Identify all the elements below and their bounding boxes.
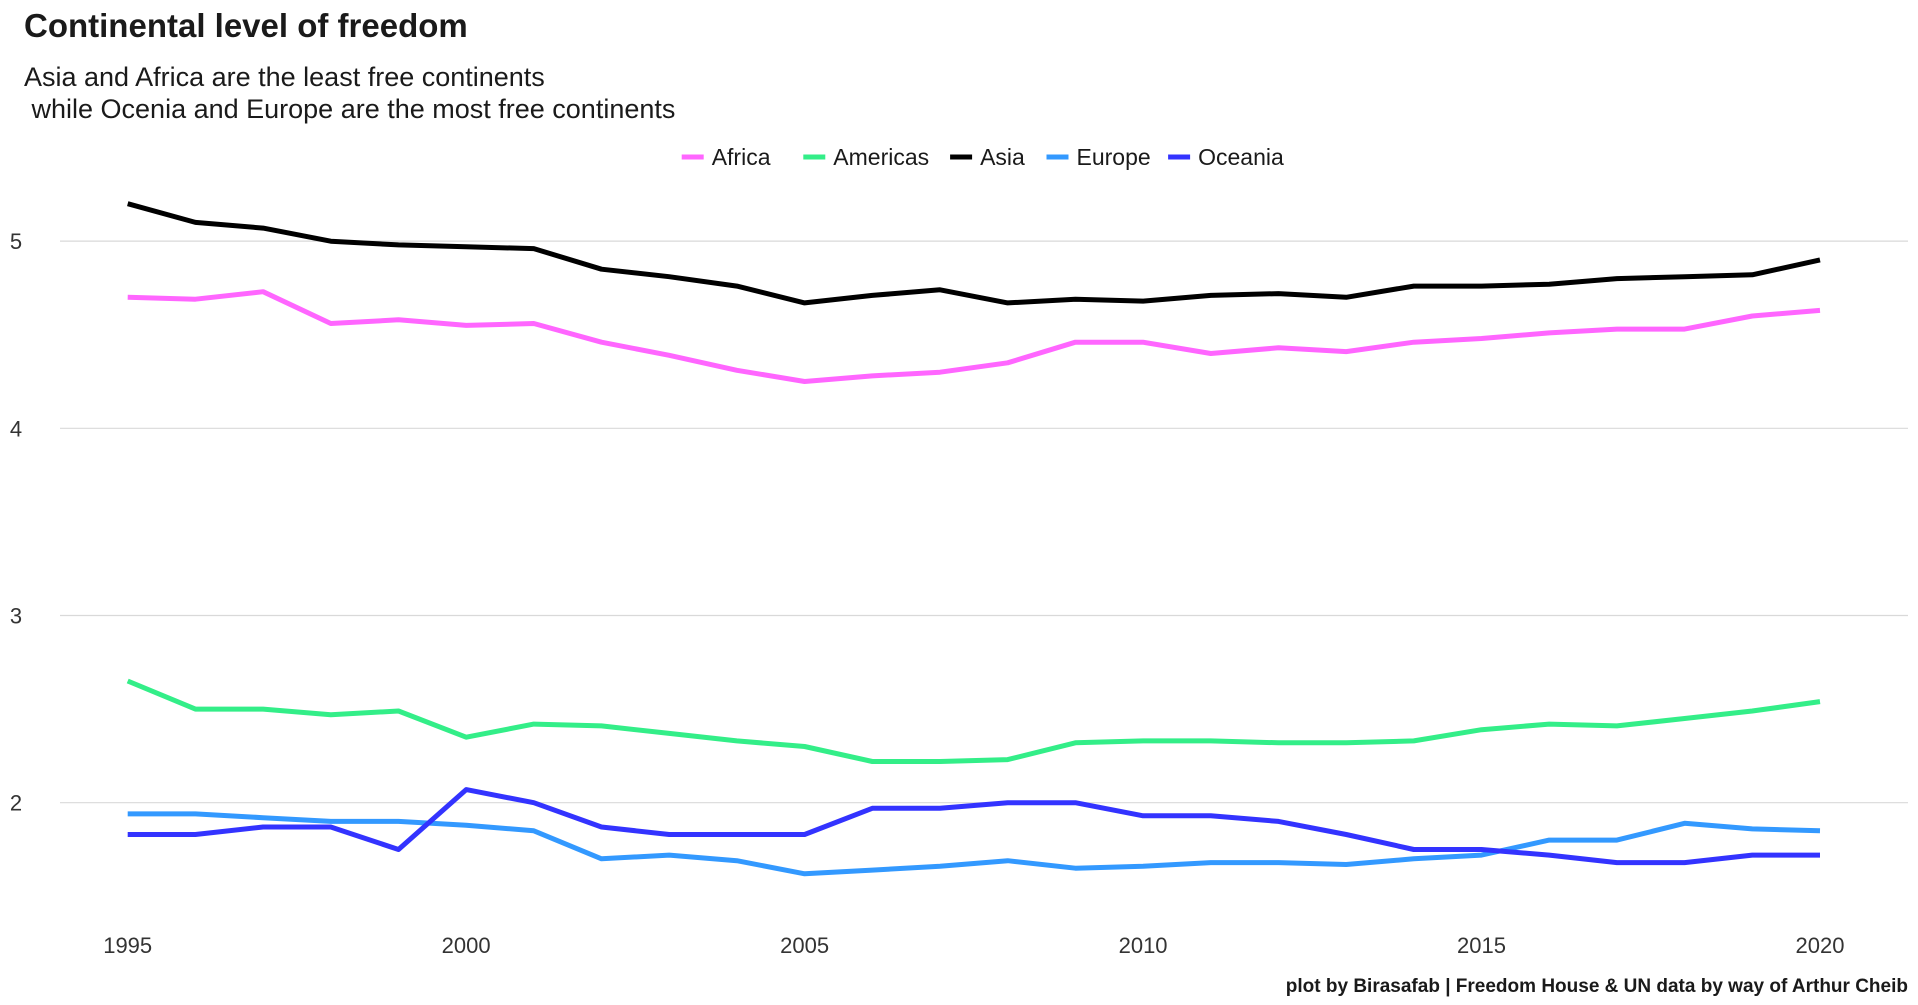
legend-label-africa: Africa [712,144,771,170]
series-line-africa [127,289,1821,384]
chart-title: Continental level of freedom [24,7,468,44]
chart-caption: plot by Birasafab | Freedom House & UN d… [1286,976,1908,997]
series-line-americas [126,678,1821,764]
x-tick-label: 2010 [1119,933,1168,958]
y-tick-label: 4 [10,416,22,441]
legend-label-americas: Americas [833,144,929,170]
x-axis-tick-labels: 1995 2000 2005 2010 2015 2020 [103,933,1844,958]
series-lines [126,201,1821,877]
y-tick-label: 2 [10,791,22,816]
x-tick-label: 2015 [1457,933,1506,958]
x-tick-label: 2000 [442,933,491,958]
series-line-europe [127,811,1821,877]
legend-label-asia: Asia [980,144,1025,170]
chart-legend: Africa Americas Asia Europe Oceania [681,144,1284,170]
chart-subtitle-line-1: Asia and Africa are the least free conti… [24,62,545,92]
y-axis-tick-labels: 2 3 4 5 [10,229,22,816]
x-tick-label: 2020 [1796,933,1845,958]
series-line-oceania [127,787,1820,866]
y-tick-label: 3 [10,604,22,629]
y-tick-label: 5 [10,229,22,254]
legend-label-europe: Europe [1077,144,1151,170]
series-line-asia [127,201,1821,306]
chart-subtitle-line-2: while Ocenia and Europe are the most fre… [24,94,675,124]
x-tick-label: 2005 [780,933,829,958]
legend-label-oceania: Oceania [1198,144,1284,170]
x-tick-label: 1995 [103,933,152,958]
